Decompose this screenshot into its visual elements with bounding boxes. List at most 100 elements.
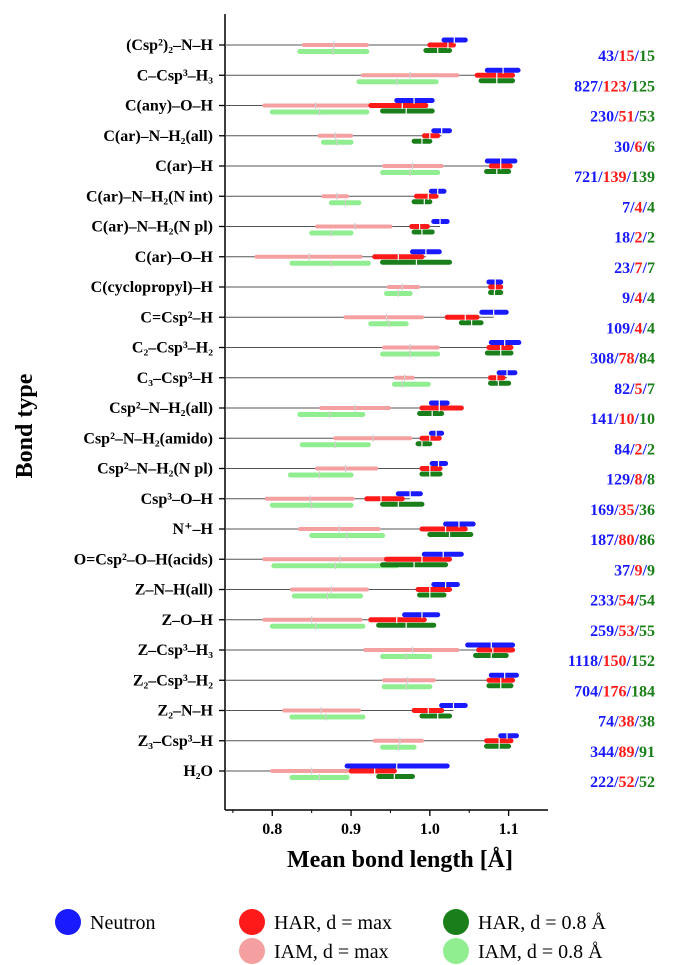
y-tick-labels: (Csp²)₂–N–H C–Csp³–H₃ C(any)–O–H C(ar)–N–H₂… bbox=[74, 37, 225, 780]
y-tick-label: N⁺–H bbox=[173, 521, 214, 538]
count-value: 230 bbox=[590, 109, 614, 126]
count-value: 9 bbox=[647, 562, 655, 579]
count-value: 74 bbox=[598, 714, 614, 731]
count-value: 4 bbox=[647, 320, 655, 337]
x-tick-labels: 0.8 0.9 1.0 1.1 bbox=[232, 810, 519, 838]
count-label: 344/89/91 bbox=[590, 744, 655, 761]
count-value: 6 bbox=[647, 139, 655, 156]
count-value: 233 bbox=[590, 593, 614, 610]
count-value: 2 bbox=[647, 441, 655, 458]
legend-label: Neutron bbox=[90, 912, 156, 934]
y-tick-label: Z₂–Csp³–H₂ bbox=[133, 672, 213, 689]
count-value: 259 bbox=[590, 623, 614, 640]
x-tick-label: 0.8 bbox=[262, 821, 282, 838]
count-value: 4 bbox=[635, 320, 643, 337]
count-value: 123 bbox=[603, 78, 627, 95]
count-value: 23 bbox=[614, 260, 630, 277]
count-value: 4 bbox=[647, 290, 655, 307]
count-value: 8 bbox=[635, 472, 643, 489]
legend-label: IAM, d = max bbox=[274, 941, 389, 963]
count-value: 187 bbox=[590, 532, 614, 549]
count-value: 7 bbox=[622, 199, 630, 216]
y-tick-label: C(ar)–N–H₂(N int) bbox=[86, 188, 213, 205]
count-label: 222/52/52 bbox=[590, 774, 655, 791]
y-tick-label: C₂–Csp³–H₂ bbox=[132, 340, 213, 357]
count-label: 230/51/53 bbox=[590, 109, 655, 126]
count-value: 721 bbox=[574, 169, 598, 186]
legend-marker bbox=[443, 909, 469, 935]
count-label: 169/35/36 bbox=[590, 502, 655, 519]
count-value: 8 bbox=[647, 472, 655, 489]
plot-area bbox=[224, 14, 548, 811]
y-tick-label: Z–Csp³–H₃ bbox=[138, 642, 214, 659]
x-tick-label: 1.1 bbox=[499, 821, 519, 838]
count-value: 10 bbox=[619, 411, 635, 428]
count-value: 54 bbox=[639, 593, 655, 610]
x-tick-label: 0.9 bbox=[341, 821, 361, 838]
count-value: 7 bbox=[647, 260, 655, 277]
y-tick-label: Z–O–H bbox=[161, 612, 213, 629]
count-value: 4 bbox=[635, 290, 643, 307]
count-value: 139 bbox=[603, 169, 627, 186]
count-labels: 43/15/15 827/123/125 230/51/53 30/6/6 721/13… bbox=[568, 48, 655, 791]
count-value: 5 bbox=[635, 381, 643, 398]
y-tick-label: Csp²–N–H₂(N pl) bbox=[97, 461, 213, 478]
count-value: 125 bbox=[631, 78, 655, 95]
count-value: 150 bbox=[603, 653, 627, 670]
count-value: 55 bbox=[639, 623, 655, 640]
count-label: 187/80/86 bbox=[590, 532, 655, 549]
count-label: 30/6/6 bbox=[614, 139, 655, 156]
count-value: 176 bbox=[603, 683, 627, 700]
y-tick-label: C₃–Csp³–H bbox=[137, 370, 214, 387]
count-value: 52 bbox=[619, 774, 635, 791]
count-value: 15 bbox=[619, 48, 635, 65]
count-value: 109 bbox=[606, 320, 630, 337]
count-value: 9 bbox=[622, 290, 630, 307]
y-tick-label: Z₂–N–H bbox=[158, 703, 214, 720]
count-value: 6 bbox=[635, 139, 643, 156]
count-value: 141 bbox=[590, 411, 614, 428]
count-value: 38 bbox=[619, 714, 635, 731]
y-tick-label: (Csp²)₂–N–H bbox=[126, 37, 213, 54]
count-value: 80 bbox=[619, 532, 635, 549]
count-value: 36 bbox=[639, 502, 655, 519]
count-label: 259/53/55 bbox=[590, 623, 655, 640]
legend-label: IAM, d = 0.8 Å bbox=[478, 941, 603, 963]
count-value: 53 bbox=[619, 623, 635, 640]
count-value: 35 bbox=[619, 502, 635, 519]
count-label: 23/7/7 bbox=[614, 260, 655, 277]
count-value: 1118 bbox=[568, 653, 598, 670]
count-value: 704 bbox=[574, 683, 598, 700]
y-tick-label: C(cyclopropyl)–H bbox=[91, 279, 214, 296]
count-label: 82/5/7 bbox=[614, 381, 655, 398]
count-value: 30 bbox=[614, 139, 630, 156]
legend-marker bbox=[239, 938, 265, 964]
count-value: 9 bbox=[635, 562, 643, 579]
count-value: 308 bbox=[590, 351, 614, 368]
count-value: 129 bbox=[606, 472, 630, 489]
legend-label: HAR, d = 0.8 Å bbox=[478, 912, 607, 934]
count-value: 4 bbox=[647, 199, 655, 216]
y-tick-label: C(ar)–O–H bbox=[135, 249, 214, 266]
y-axis-title: Bond type bbox=[12, 373, 38, 478]
count-label: 84/2/2 bbox=[614, 441, 655, 458]
count-value: 827 bbox=[574, 78, 598, 95]
count-value: 4 bbox=[635, 199, 643, 216]
count-value: 15 bbox=[639, 48, 655, 65]
y-tick-label: C–Csp³–H₃ bbox=[137, 67, 213, 84]
count-label: 74/38/38 bbox=[598, 714, 655, 731]
count-value: 51 bbox=[619, 109, 635, 126]
y-tick-label: H₂O bbox=[183, 763, 213, 780]
count-value: 91 bbox=[639, 744, 655, 761]
y-tick-label: Z–N–H(all) bbox=[135, 582, 213, 599]
count-label: 233/54/54 bbox=[590, 593, 655, 610]
count-value: 7 bbox=[647, 381, 655, 398]
y-tick-label: C(ar)–N–H₂(N pl) bbox=[91, 219, 213, 236]
count-value: 53 bbox=[639, 109, 655, 126]
count-label: 141/10/10 bbox=[590, 411, 655, 428]
count-value: 152 bbox=[631, 653, 655, 670]
y-tick-label: Csp³–O–H bbox=[141, 491, 214, 508]
count-value: 37 bbox=[614, 562, 630, 579]
count-label: 109/4/4 bbox=[606, 320, 655, 337]
